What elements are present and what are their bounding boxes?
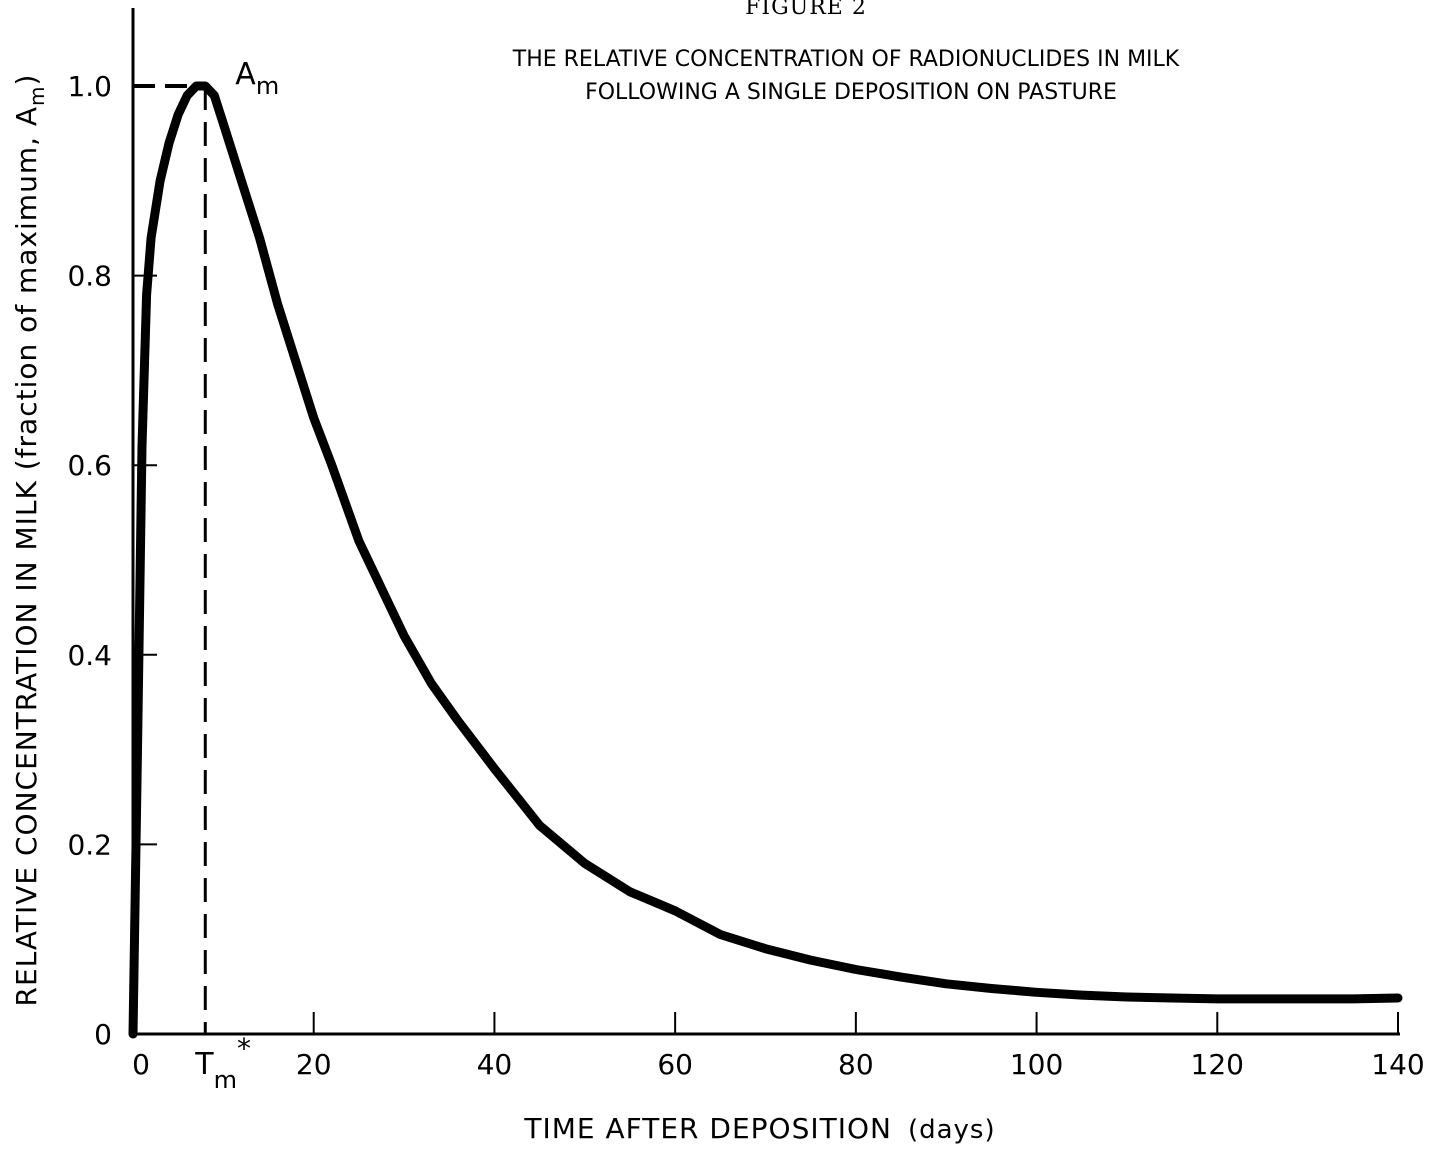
y-tick-label: 0.8 (67, 260, 112, 293)
peak-label: Am (235, 57, 279, 100)
y-tick-label: 1.0 (67, 70, 112, 103)
chart-title-line-1: THE RELATIVE CONCENTRATION OF RADIONUCLI… (512, 47, 1180, 72)
y-tick-label: 0.2 (67, 828, 112, 861)
x-tick-label: 20 (296, 1048, 332, 1081)
x-tick-label: 0 (132, 1048, 150, 1081)
x-axis-label: TIME AFTER DEPOSITION (days) (523, 1112, 995, 1145)
chart-title-line-2: FOLLOWING A SINGLE DEPOSITION ON PASTURE (585, 80, 1117, 105)
x-tick-label: 60 (657, 1048, 693, 1081)
x-ticks: 0 20 40 60 80 100 120 140 (132, 1012, 1425, 1081)
y-tick-label: 0.4 (67, 639, 112, 672)
y-axis-label: RELATIVE CONCENTRATION IN MILK (fraction… (10, 74, 49, 1007)
y-tick-label: 0 (94, 1018, 112, 1051)
x-tick-label: 120 (1191, 1048, 1244, 1081)
x-tick-label: 100 (1010, 1048, 1063, 1081)
x-tick-label: 80 (838, 1048, 874, 1081)
y-tick-label: 0.6 (67, 449, 112, 482)
x-tick-label: 40 (477, 1048, 513, 1081)
figure-label: FIGURE 2 (745, 0, 867, 20)
y-ticks: 0 0.2 0.4 0.6 0.8 1.0 (67, 70, 157, 1051)
series-line-concentration (128, 81, 1403, 1039)
x-tick-label: 140 (1371, 1048, 1424, 1081)
tm-label: Tm* (194, 1032, 251, 1094)
